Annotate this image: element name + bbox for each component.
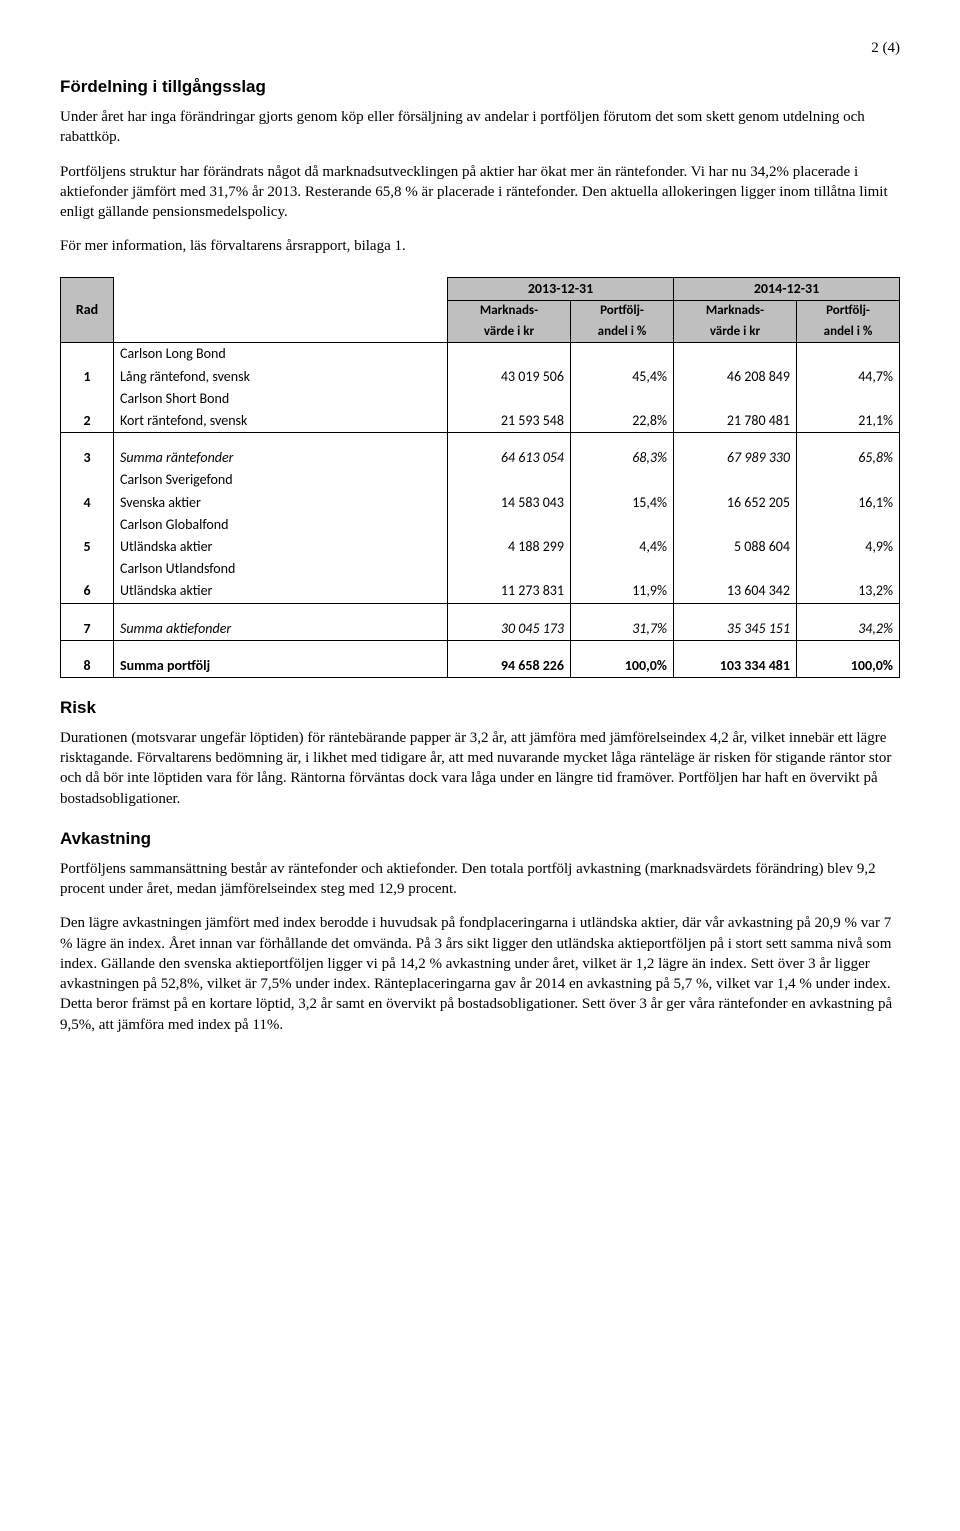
cell-pre: Carlson Long Bond [114,343,448,366]
table-row: Carlson Sverigefond [61,469,900,491]
cell-rownum: 3 [61,447,114,469]
cell-value: 46 208 849 [674,366,797,388]
col-mv1-a: Marknads- [448,300,571,321]
heading-risk: Risk [60,698,900,718]
cell-value: 14 583 043 [448,492,571,514]
paragraph-3: För mer information, läs förvaltarens år… [60,236,900,256]
cell-value: 100,0% [797,655,900,678]
cell-rownum: 4 [61,492,114,514]
cell-value: 65,8% [797,447,900,469]
heading-fordelning: Fördelning i tillgångsslag [60,77,900,97]
cell-value: 100,0% [571,655,674,678]
cell-value: 4,9% [797,536,900,558]
cell-rownum: 2 [61,410,114,433]
cell-value: 22,8% [571,410,674,433]
cell-label: Lång räntefond, svensk [114,366,448,388]
cell-value: 67 989 330 [674,447,797,469]
cell-value: 21 593 548 [448,410,571,433]
cell-label: Summa räntefonder [114,447,448,469]
table-spacer [61,603,900,618]
cell-value: 15,4% [571,492,674,514]
cell-value: 94 658 226 [448,655,571,678]
cell-value: 45,4% [571,366,674,388]
col-pa2-a: Portfölj- [797,300,900,321]
col-pa1-a: Portfölj- [571,300,674,321]
col-mv2-b: värde i kr [674,322,797,343]
col-pa2-b: andel i % [797,322,900,343]
portfolio-table: Rad 2013-12-31 2014-12-31 Marknads- Port… [60,277,900,678]
cell-rownum: 7 [61,618,114,641]
cell-value: 68,3% [571,447,674,469]
table-spacer [61,640,900,655]
cell-pre: Carlson Utlandsfond [114,558,448,580]
cell-label: Kort räntefond, svensk [114,410,448,433]
cell-label: Utländska aktier [114,536,448,558]
cell-value: 43 019 506 [448,366,571,388]
col-blank [114,277,448,343]
table-spacer [61,433,900,448]
table-row: 3 Summa räntefonder 64 613 054 68,3% 67 … [61,447,900,469]
paragraph-1: Under året har inga förändringar gjorts … [60,107,900,148]
cell-value: 31,7% [571,618,674,641]
cell-value: 16 652 205 [674,492,797,514]
paragraph-2: Portföljens struktur har förändrats någo… [60,162,900,223]
cell-value: 103 334 481 [674,655,797,678]
table-row: Carlson Long Bond [61,343,900,366]
cell-value: 13 604 342 [674,580,797,603]
table-row: 7 Summa aktiefonder 30 045 173 31,7% 35 … [61,618,900,641]
table-row: Carlson Short Bond [61,388,900,410]
cell-value: 34,2% [797,618,900,641]
cell-value: 21 780 481 [674,410,797,433]
cell-value: 16,1% [797,492,900,514]
cell-rownum: 8 [61,655,114,678]
table-row: 2 Kort räntefond, svensk 21 593 548 22,8… [61,410,900,433]
table-row: Carlson Globalfond [61,514,900,536]
table-row: Carlson Utlandsfond [61,558,900,580]
cell-pre: Carlson Short Bond [114,388,448,410]
cell-pre: Carlson Sverigefond [114,469,448,491]
table-row: 1 Lång räntefond, svensk 43 019 506 45,4… [61,366,900,388]
cell-rownum: 5 [61,536,114,558]
col-mv2-a: Marknads- [674,300,797,321]
cell-value: 11,9% [571,580,674,603]
col-mv1-b: värde i kr [448,322,571,343]
cell-value: 44,7% [797,366,900,388]
cell-value: 5 088 604 [674,536,797,558]
col-date-2013: 2013-12-31 [448,277,674,300]
cell-value: 4,4% [571,536,674,558]
cell-value: 35 345 151 [674,618,797,641]
cell-value: 21,1% [797,410,900,433]
paragraph-5: Portföljens sammansättning består av rän… [60,859,900,900]
table-row: 6 Utländska aktier 11 273 831 11,9% 13 6… [61,580,900,603]
col-date-2014: 2014-12-31 [674,277,900,300]
cell-value: 11 273 831 [448,580,571,603]
page-number: 2 (4) [60,40,900,57]
heading-avkastning: Avkastning [60,829,900,849]
paragraph-4: Durationen (motsvarar ungefär löptiden) … [60,728,900,809]
cell-label: Utländska aktier [114,580,448,603]
cell-label: Summa aktiefonder [114,618,448,641]
cell-value: 4 188 299 [448,536,571,558]
cell-value: 30 045 173 [448,618,571,641]
paragraph-6: Den lägre avkastningen jämfört med index… [60,913,900,1035]
cell-rownum: 6 [61,580,114,603]
cell-value: 13,2% [797,580,900,603]
col-rad: Rad [61,277,114,343]
cell-label: Summa portfölj [114,655,448,678]
table-row: 8 Summa portfölj 94 658 226 100,0% 103 3… [61,655,900,678]
table-row: 4 Svenska aktier 14 583 043 15,4% 16 652… [61,492,900,514]
table-row: 5 Utländska aktier 4 188 299 4,4% 5 088 … [61,536,900,558]
col-pa1-b: andel i % [571,322,674,343]
cell-pre: Carlson Globalfond [114,514,448,536]
cell-rownum: 1 [61,366,114,388]
table-header-row-1: Rad 2013-12-31 2014-12-31 [61,277,900,300]
cell-value: 64 613 054 [448,447,571,469]
cell-label: Svenska aktier [114,492,448,514]
